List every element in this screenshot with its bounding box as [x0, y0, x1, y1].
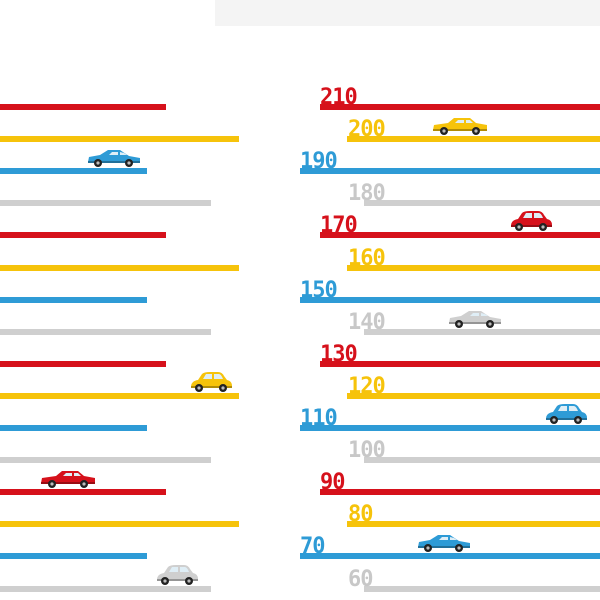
yellow-beetle-icon: [188, 370, 234, 398]
speed-label: 70: [300, 534, 325, 559]
speed-label: 170: [320, 213, 358, 238]
red-beetle-icon: [508, 209, 554, 237]
speed-label: 60: [348, 567, 373, 592]
left-stripe-yellow: [0, 265, 239, 271]
speed-label: 180: [348, 181, 386, 206]
right-stripe-red: [320, 489, 600, 495]
left-stripe-gray: [0, 329, 211, 335]
right-stripe-yellow: [347, 265, 600, 271]
left-stripe-yellow: [0, 136, 239, 142]
right-stripe-gray: [364, 586, 600, 592]
blue-beetle-icon: [543, 402, 589, 430]
left-stripe-gray: [0, 457, 211, 463]
left-stripe-red: [0, 489, 166, 495]
left-stripe-blue: [0, 168, 147, 174]
yellow-sedan-icon: [431, 115, 489, 141]
right-stripe-red: [320, 361, 600, 367]
gray-coupe-icon: [447, 308, 503, 334]
right-stripe-red: [320, 104, 600, 110]
left-stripe-blue: [0, 553, 147, 559]
right-stripe-gray: [364, 329, 600, 335]
left-stripe-gray: [0, 586, 211, 592]
right-stripe-yellow: [347, 521, 600, 527]
speed-label: 210: [320, 85, 358, 110]
left-stripe-red: [0, 104, 166, 110]
speed-label: 110: [300, 406, 338, 431]
left-stripe-blue: [0, 425, 147, 431]
gray-beetle-icon: [154, 563, 200, 591]
left-stripe-gray: [0, 200, 211, 206]
speed-label: 120: [348, 374, 386, 399]
right-stripe-blue: [300, 168, 600, 174]
right-stripe-yellow: [347, 393, 600, 399]
left-stripe-red: [0, 232, 166, 238]
speed-label: 150: [300, 278, 338, 303]
speed-label: 140: [348, 310, 386, 335]
left-stripe-blue: [0, 297, 147, 303]
right-stripe-gray: [364, 200, 600, 206]
speed-label: 200: [348, 117, 386, 142]
blue-coupe-icon: [416, 532, 472, 558]
speed-label: 160: [348, 246, 386, 271]
speed-label: 100: [348, 438, 386, 463]
right-stripe-red: [320, 232, 600, 238]
blue-coupe-icon: [86, 147, 142, 173]
right-stripe-blue: [300, 425, 600, 431]
speed-label: 130: [320, 342, 358, 367]
top-band: [215, 0, 600, 26]
speed-label: 80: [348, 502, 373, 527]
red-sedan-icon: [39, 468, 97, 494]
speed-label: 190: [300, 149, 338, 174]
right-stripe-yellow: [347, 136, 600, 142]
speed-label: 90: [320, 470, 345, 495]
right-stripe-blue: [300, 553, 600, 559]
right-stripe-blue: [300, 297, 600, 303]
right-stripe-gray: [364, 457, 600, 463]
left-stripe-yellow: [0, 521, 239, 527]
left-stripe-red: [0, 361, 166, 367]
left-stripe-yellow: [0, 393, 239, 399]
